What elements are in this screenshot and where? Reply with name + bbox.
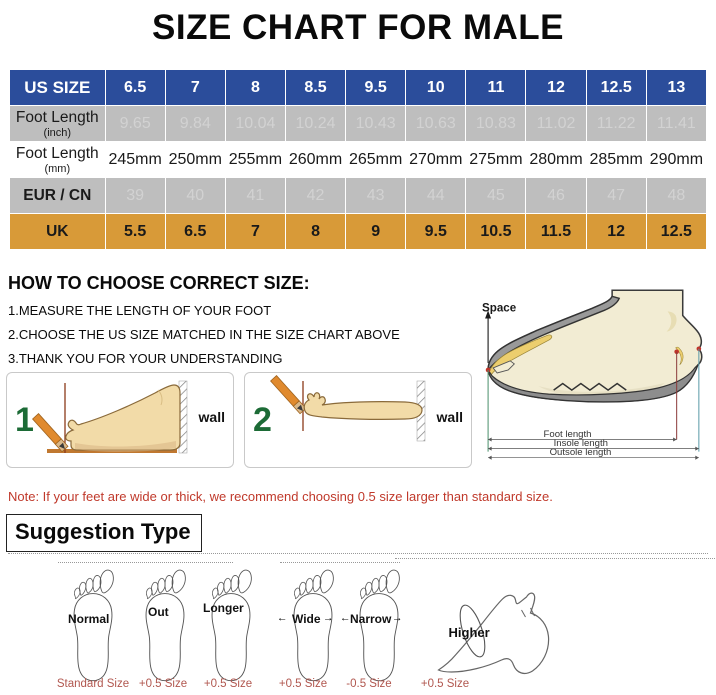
svg-text:Space: Space	[482, 302, 517, 314]
svg-text:Higher: Higher	[449, 625, 490, 640]
svg-text:Outsole length: Outsole length	[550, 447, 612, 458]
